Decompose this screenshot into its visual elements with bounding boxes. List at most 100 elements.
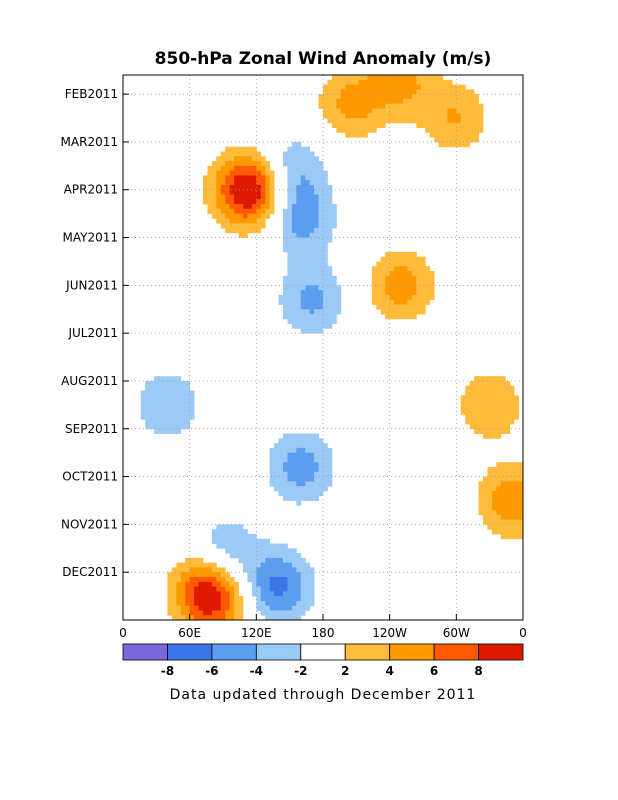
heatmap-cell [331,294,337,301]
heatmap-cell [225,204,231,210]
heatmap-cell [305,476,311,482]
heatmap-cell [220,189,226,195]
heatmap-cell [305,299,311,305]
heatmap-cell [216,581,222,587]
heatmap-cell [251,208,257,215]
heatmap-cell [305,146,311,152]
heatmap-cell [318,294,324,301]
heatmap-cell [514,500,519,506]
heatmap-cell [331,309,337,315]
heatmap-cell [394,256,399,262]
heatmap-cell [158,390,164,396]
heatmap-cell [483,380,488,387]
heatmap-cell [185,419,191,425]
heatmap-cell [314,476,319,482]
heatmap-cell [274,457,279,463]
heatmap-cell [363,75,368,81]
heatmap-cell [496,510,502,516]
heatmap-cell [234,543,239,549]
heatmap-cell [287,572,293,578]
heatmap-cell [505,505,511,511]
heatmap-cell [283,227,288,234]
heatmap-cell [291,462,297,468]
heatmap-cell [283,247,288,253]
heatmap-cell [438,132,444,138]
heatmap-cell [176,600,182,607]
heatmap-cell [438,127,444,133]
heatmap-cell [300,290,306,296]
heatmap-cell [234,223,239,229]
heatmap-cell [363,108,368,114]
heatmap-cell [416,290,422,296]
heatmap-cell [220,223,226,229]
heatmap-cell [216,218,222,224]
heatmap-cell [189,576,195,583]
heatmap-cell [269,586,275,592]
heatmap-cell [411,94,417,100]
heatmap-cell [474,122,479,128]
heatmap-cell [305,242,311,248]
heatmap-cell [296,586,302,592]
heatmap-cell [474,404,479,411]
heatmap-cell [305,237,311,243]
heatmap-cell [247,213,253,219]
heatmap-cell [429,103,435,109]
heatmap-cell [483,510,488,516]
heatmap-cell [256,576,262,583]
heatmap-cell [234,548,239,554]
heatmap-cell [229,548,235,554]
heatmap-cell [491,510,497,516]
heatmap-cell [331,208,337,215]
heatmap-cell [211,170,217,176]
heatmap-cell [278,467,284,473]
heatmap-cell [416,256,422,262]
heatmap-cell [287,610,293,616]
heatmap-cell [443,127,448,133]
heatmap-cell [167,610,173,616]
heatmap-cell [496,409,502,415]
heatmap-cell [389,266,395,272]
heatmap-cell [220,208,226,215]
heatmap-cell [491,524,497,530]
heatmap-cell [211,184,217,191]
heatmap-cell [314,213,319,219]
heatmap-cell [478,118,484,124]
heatmap-cell [411,290,417,296]
heatmap-cell [411,304,417,310]
heatmap-cell [234,553,239,559]
heatmap-cell [451,94,457,100]
heatmap-cell [327,323,333,329]
heatmap-cell [287,567,293,573]
heatmap-cell [323,170,328,176]
heatmap-cell [211,581,217,587]
heatmap-cell [287,156,293,162]
heatmap-cell [251,146,257,152]
heatmap-cell [318,180,324,186]
heatmap-cell [269,615,275,621]
heatmap-cell [296,309,302,315]
heatmap-cell [394,89,399,95]
heatmap-cell [296,557,302,564]
heatmap-cell [171,409,177,415]
heatmap-cell [300,189,306,195]
heatmap-cell [251,189,257,195]
heatmap-cell [145,419,151,425]
heatmap-cell [327,314,333,320]
heatmap-cell [243,189,248,195]
heatmap-cell [225,591,231,597]
heatmap-cell [300,486,306,492]
heatmap-cell [234,615,239,621]
heatmap-cell [296,471,302,477]
heatmap-cell [203,562,208,568]
heatmap-cell [376,94,382,100]
heatmap-cell [420,89,426,95]
heatmap-cell [291,199,297,205]
heatmap-cell [247,533,253,540]
heatmap-cell [287,266,293,272]
heatmap-cell [411,285,417,291]
heatmap-cell [385,304,391,310]
heatmap-cell [305,605,311,611]
heatmap-cell [318,323,324,329]
heatmap-cell [256,567,262,573]
heatmap-cell [238,548,244,554]
